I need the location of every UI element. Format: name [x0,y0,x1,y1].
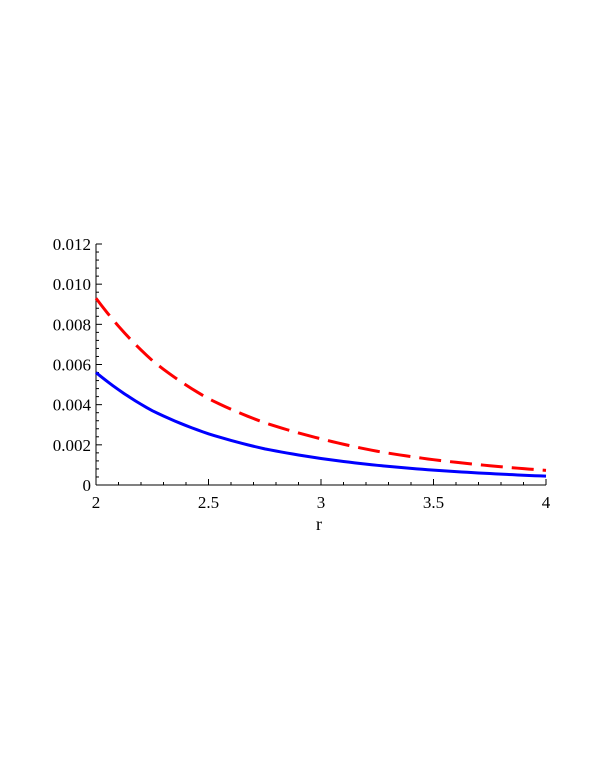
x-tick-label: 3.5 [423,493,444,512]
y-tick-label: 0.008 [53,315,91,334]
y-tick-label: 0.010 [53,275,91,294]
x-tick-label: 4 [542,493,551,512]
x-tick-label: 3 [317,493,326,512]
series-line-solid-blue [95,371,547,478]
y-tick-label: 0 [83,476,92,495]
y-tick-label: 0.012 [53,235,91,254]
x-tick-label: 2.5 [198,493,219,512]
y-tick-label: 0.006 [53,356,91,375]
x-axis-label: r [316,514,322,534]
series-line-dashed-red [94,297,547,472]
y-tick-label: 0.002 [53,436,91,455]
x-tick-label: 2 [92,493,101,512]
axis-labels: r [316,514,322,534]
series-layer [94,297,547,478]
axes: 0 0.002 0.004 0.006 0.008 0.010 0.012 2 2.5 3 3.5 4 [53,235,551,512]
y-tick-label: 0.004 [53,396,92,415]
